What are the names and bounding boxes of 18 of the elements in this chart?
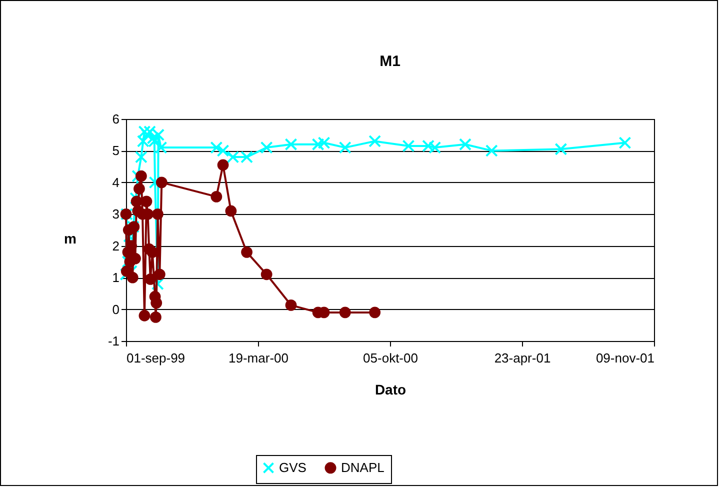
y-tick-label: 2: [112, 238, 120, 254]
x-tick-label: 05-okt-00: [363, 350, 418, 366]
x-tick-label: 01-sep-99: [126, 350, 186, 366]
legend-label: GVS: [279, 460, 307, 475]
y-tick-label: 1: [112, 270, 120, 286]
y-tick-label: 3: [112, 206, 120, 222]
y-tick-label: 6: [112, 112, 120, 126]
legend-label: DNAPL: [341, 460, 384, 475]
y-tick-label: -1: [108, 334, 120, 348]
chart-title: M1: [380, 53, 400, 70]
x-tick-label: 09-nov-01: [596, 350, 654, 366]
y-tick-label: 4: [112, 174, 120, 190]
y-axis-title: m: [64, 230, 76, 246]
x-tick-label: 19-mar-00: [228, 350, 288, 366]
x-tick-label: 23-apr-01: [494, 350, 551, 366]
y-tick-label: 0: [112, 302, 120, 317]
y-tick-label: 5: [112, 143, 120, 158]
x-axis-title: Dato: [374, 382, 406, 398]
